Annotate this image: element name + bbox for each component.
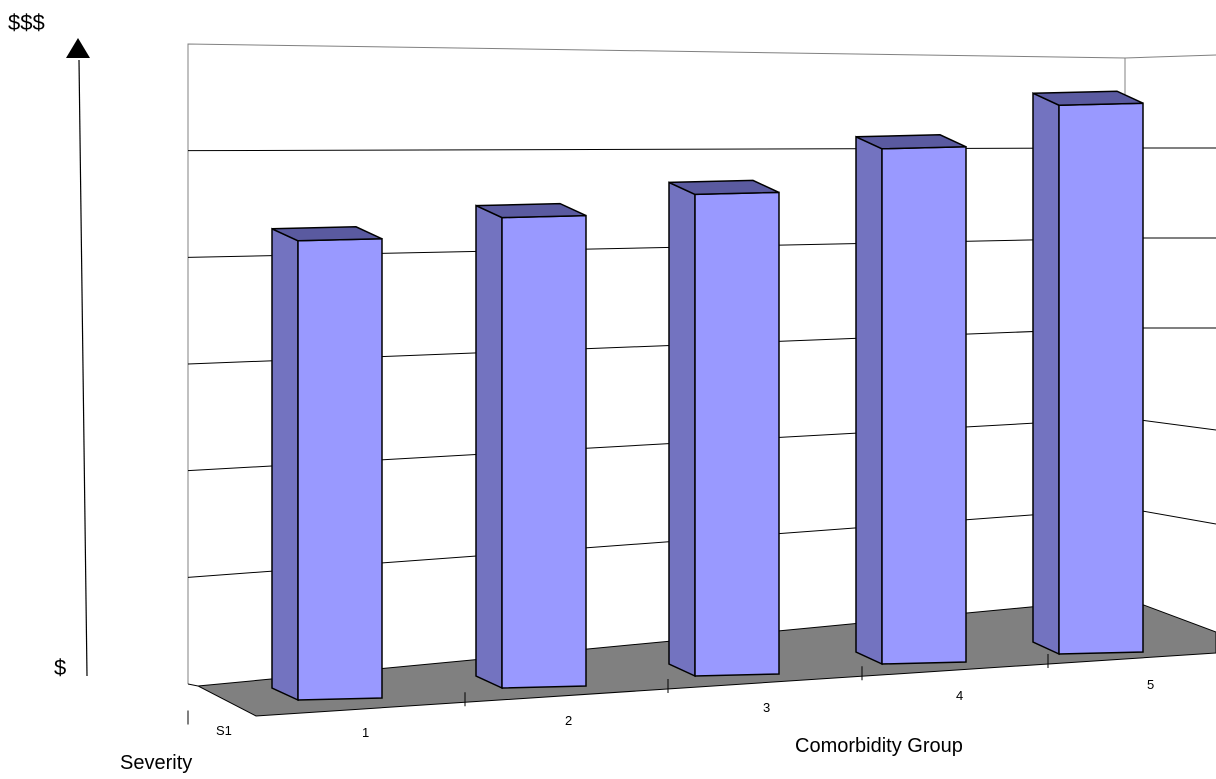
bar-top <box>1032 90 1144 106</box>
bar <box>694 191 780 677</box>
depth-axis-title: Severity <box>120 752 193 774</box>
series-label-s1: S1 <box>216 723 232 738</box>
y-arrow <box>66 38 90 677</box>
floor-edge <box>187 683 199 687</box>
y-axis-low-label: $ <box>54 655 67 680</box>
bar <box>881 146 967 665</box>
x-axis-title: Comorbidity Group <box>795 735 963 757</box>
bar <box>297 238 383 701</box>
bar <box>501 214 587 689</box>
x-tick-label: 5 <box>1147 677 1155 692</box>
bar-side <box>1032 92 1060 656</box>
bar-top <box>855 134 967 150</box>
bar <box>1058 102 1144 655</box>
x-tick-label: 4 <box>956 688 964 703</box>
y-axis-high-label: $$$ <box>8 10 45 35</box>
y-arrow-shaft <box>78 59 88 677</box>
bar-top <box>668 179 780 196</box>
bar-top <box>475 202 587 219</box>
bar-side <box>475 204 503 690</box>
bar-side <box>855 135 883 666</box>
gridline <box>187 147 1126 152</box>
side-wall-edge <box>1124 54 1216 59</box>
x-tick-label: 1 <box>362 725 370 740</box>
x-tick-label: 2 <box>565 713 573 728</box>
bar-top <box>271 226 383 242</box>
bar-side <box>271 227 299 702</box>
bar-side <box>668 181 696 678</box>
x-tick-label: 3 <box>763 700 771 715</box>
bars <box>271 90 1144 702</box>
y-arrow-head <box>66 38 90 58</box>
